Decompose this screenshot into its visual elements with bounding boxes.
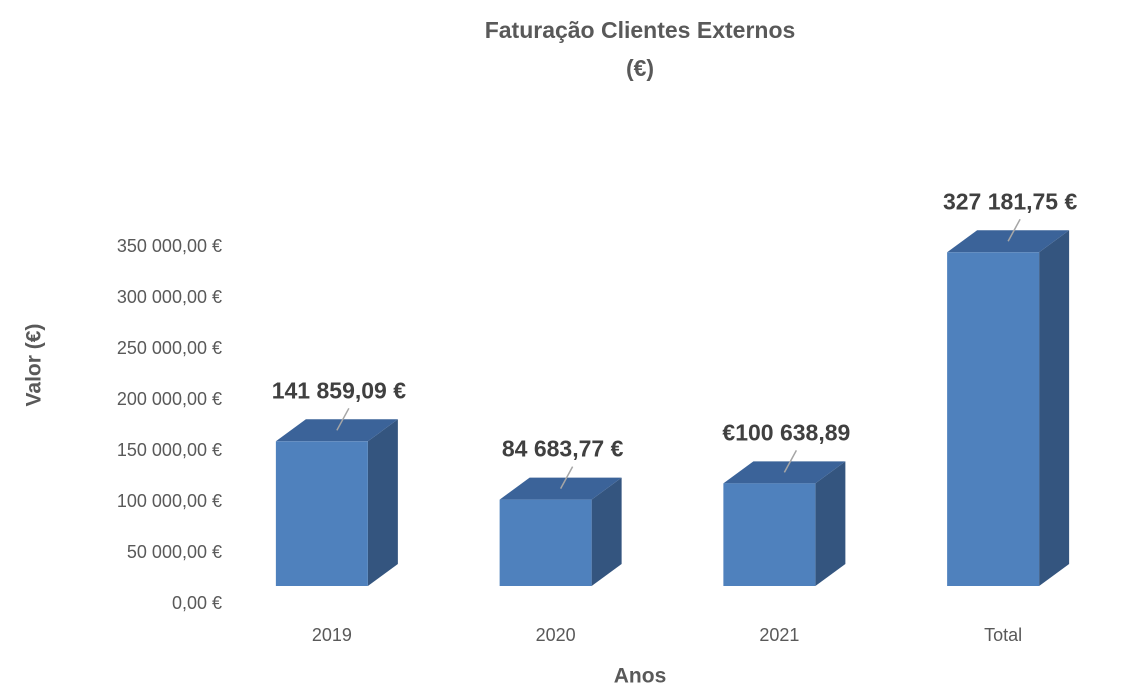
- x-tick-label: 2020: [536, 625, 576, 645]
- x-axis-label: Anos: [614, 665, 667, 688]
- bar-side: [367, 419, 398, 586]
- data-label: 84 683,77 €: [502, 436, 624, 462]
- bar: [499, 499, 592, 586]
- leader-line: [783, 449, 798, 473]
- x-tick-label: 2019: [312, 625, 352, 645]
- leader-line: [336, 407, 350, 431]
- bar: [947, 252, 1040, 587]
- y-tick-label: 350 000,00 €: [117, 236, 222, 256]
- bar: [275, 441, 368, 586]
- y-tick-label: 50 000,00 €: [127, 542, 222, 562]
- bar-side: [815, 461, 846, 586]
- bar-side: [591, 477, 622, 586]
- x-tick-label: Total: [984, 625, 1022, 645]
- data-label: €100 638,89: [722, 419, 850, 445]
- chart-title: Faturação Clientes Externos: [485, 17, 796, 43]
- leader-line: [559, 466, 574, 489]
- x-tick-label: 2021: [759, 625, 799, 645]
- chart-title: (€): [626, 55, 654, 81]
- y-tick-label: 150 000,00 €: [117, 440, 222, 460]
- y-tick-label: 0,00 €: [172, 593, 222, 613]
- y-tick-label: 200 000,00 €: [117, 389, 222, 409]
- data-label: 141 859,09 €: [272, 377, 407, 403]
- y-axis-label: Valor (€): [23, 324, 46, 407]
- data-label: 327 181,75 €: [943, 188, 1078, 214]
- bar: [723, 483, 816, 586]
- leader-line: [1007, 218, 1021, 242]
- bar-side: [1039, 230, 1070, 587]
- y-tick-label: 300 000,00 €: [117, 287, 222, 307]
- y-tick-label: 250 000,00 €: [117, 338, 222, 358]
- y-tick-label: 100 000,00 €: [117, 491, 222, 511]
